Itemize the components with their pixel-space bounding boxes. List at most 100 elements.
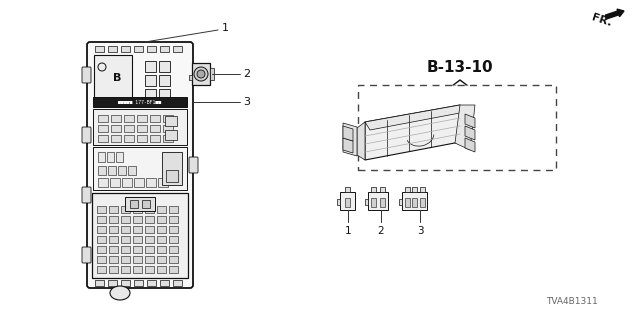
Circle shape xyxy=(197,70,205,78)
Bar xyxy=(157,266,166,273)
Bar xyxy=(145,206,154,213)
Bar xyxy=(210,68,214,80)
Bar xyxy=(98,125,108,132)
Bar xyxy=(159,89,170,100)
Bar xyxy=(97,266,106,273)
Bar xyxy=(157,246,166,253)
Polygon shape xyxy=(452,80,468,92)
Bar xyxy=(122,178,132,187)
FancyBboxPatch shape xyxy=(82,247,91,263)
Text: B: B xyxy=(113,73,121,83)
Bar xyxy=(97,256,106,263)
Bar xyxy=(163,135,173,142)
Bar xyxy=(130,200,138,208)
Bar xyxy=(419,187,424,192)
Bar xyxy=(345,198,350,207)
Bar xyxy=(98,178,108,187)
Text: FR.: FR. xyxy=(590,12,612,28)
Bar xyxy=(121,246,130,253)
Bar xyxy=(162,152,182,185)
Bar xyxy=(145,89,156,100)
Bar xyxy=(133,206,142,213)
Bar xyxy=(380,198,385,207)
FancyBboxPatch shape xyxy=(82,67,91,83)
Bar xyxy=(412,187,417,192)
Bar xyxy=(340,192,355,210)
Bar xyxy=(128,166,136,175)
Text: 2: 2 xyxy=(243,69,250,79)
Bar xyxy=(107,152,114,162)
Bar xyxy=(165,130,177,140)
FancyArrow shape xyxy=(605,9,624,19)
Bar xyxy=(169,266,178,273)
Bar xyxy=(116,152,123,162)
Bar xyxy=(145,226,154,233)
Bar xyxy=(111,115,121,122)
Bar xyxy=(157,226,166,233)
Bar xyxy=(121,226,130,233)
Bar xyxy=(371,187,376,192)
Bar xyxy=(358,85,556,170)
Bar xyxy=(111,135,121,142)
Bar xyxy=(368,192,388,210)
Bar xyxy=(145,266,154,273)
Bar xyxy=(337,199,340,205)
Bar xyxy=(150,135,160,142)
Bar xyxy=(108,166,116,175)
Bar xyxy=(98,115,108,122)
Bar xyxy=(118,166,126,175)
Bar xyxy=(97,206,106,213)
Bar xyxy=(134,280,143,286)
Bar xyxy=(121,216,130,223)
Bar xyxy=(95,46,104,52)
Bar xyxy=(121,266,130,273)
Polygon shape xyxy=(465,114,475,128)
Bar xyxy=(98,166,106,175)
Bar xyxy=(108,46,117,52)
Bar xyxy=(145,246,154,253)
Bar xyxy=(419,198,424,207)
Bar xyxy=(95,280,104,286)
Bar xyxy=(146,178,156,187)
Bar xyxy=(145,236,154,243)
Bar xyxy=(109,236,118,243)
Text: ■■■■■ 177-BF1■■: ■■■■■ 177-BF1■■ xyxy=(118,100,161,105)
Bar xyxy=(92,193,188,278)
Bar xyxy=(133,246,142,253)
Bar xyxy=(169,236,178,243)
Polygon shape xyxy=(455,105,475,150)
Bar xyxy=(137,125,147,132)
Bar xyxy=(163,125,173,132)
Bar xyxy=(189,75,192,80)
Bar xyxy=(402,192,427,210)
Polygon shape xyxy=(365,105,465,130)
Bar xyxy=(93,109,187,145)
Bar xyxy=(157,206,166,213)
Polygon shape xyxy=(343,138,353,153)
Bar xyxy=(109,216,118,223)
Text: TVA4B1311: TVA4B1311 xyxy=(546,298,598,307)
Bar xyxy=(145,61,156,72)
Bar xyxy=(192,63,210,85)
Bar xyxy=(147,46,156,52)
Polygon shape xyxy=(357,122,365,160)
Bar xyxy=(404,187,410,192)
Text: 1: 1 xyxy=(345,226,351,236)
Bar xyxy=(93,97,187,107)
Bar xyxy=(133,266,142,273)
Bar xyxy=(97,246,106,253)
Bar xyxy=(110,178,120,187)
Bar xyxy=(109,266,118,273)
Text: 1: 1 xyxy=(222,23,229,33)
Bar xyxy=(158,178,168,187)
Bar xyxy=(109,226,118,233)
Bar xyxy=(121,206,130,213)
Bar xyxy=(108,280,117,286)
Bar xyxy=(124,135,134,142)
Bar xyxy=(93,147,187,190)
Bar xyxy=(160,280,169,286)
Bar xyxy=(121,280,130,286)
Bar xyxy=(109,206,118,213)
Bar xyxy=(165,116,177,126)
Bar xyxy=(142,200,150,208)
